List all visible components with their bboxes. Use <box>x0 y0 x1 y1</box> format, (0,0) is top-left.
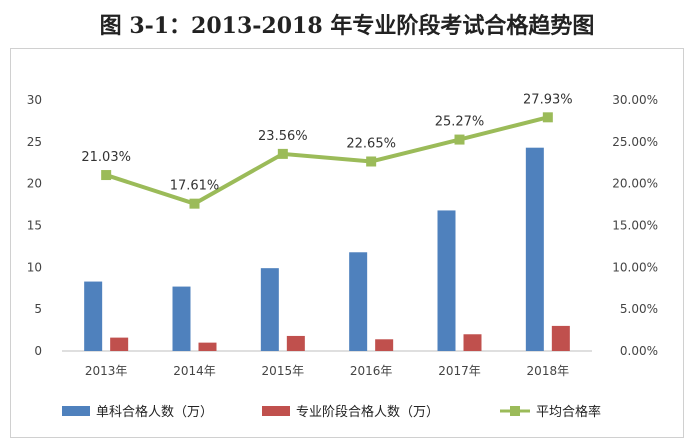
x-tick-label: 2014年 <box>173 364 216 378</box>
y-right-tick-label: 20.00% <box>612 177 658 191</box>
y-left-tick-label: 10 <box>27 260 42 274</box>
data-label: 23.56% <box>258 129 308 144</box>
line-marker <box>101 170 112 181</box>
y-left-tick-label: 20 <box>27 177 42 191</box>
y-left-tick-label: 5 <box>34 302 42 316</box>
y-right-tick-label: 30.00% <box>612 93 658 107</box>
data-label: 27.93% <box>523 92 573 107</box>
bar <box>172 286 191 351</box>
bar <box>375 339 394 351</box>
legend-swatch <box>62 406 90 416</box>
bar <box>349 252 368 351</box>
legend-swatch <box>262 406 290 416</box>
line-marker <box>454 134 465 145</box>
data-label: 21.03% <box>81 150 131 165</box>
legend-label: 专业阶段合格人数（万） <box>296 404 439 420</box>
line-marker <box>189 198 200 209</box>
legend-swatch-marker <box>510 406 520 416</box>
line-series: 21.03% 17.61% 23.56% 22.65% 25.27% 27.93% <box>81 92 573 209</box>
line-marker <box>277 148 288 159</box>
x-tick-label: 2016年 <box>350 364 393 378</box>
y-left-tick-label: 30 <box>27 93 42 107</box>
axes: 0 5 10 15 20 25 30 0.00% 5.00% 10.00% 15.00% 20.00%… <box>27 93 658 378</box>
line-marker <box>366 156 377 167</box>
bar <box>525 147 544 351</box>
bars <box>84 147 570 351</box>
y-left-tick-label: 15 <box>27 219 42 233</box>
bar <box>437 210 456 351</box>
bar <box>84 281 103 351</box>
bar <box>198 342 217 351</box>
bar <box>551 325 570 351</box>
chart-title: 图 3-1：2013-2018 年专业阶段考试合格趋势图 <box>99 13 595 39</box>
bar <box>260 268 279 351</box>
y-right-tick-label: 10.00% <box>612 260 658 274</box>
bar <box>110 337 129 351</box>
line-marker <box>542 112 553 123</box>
legend: 单科合格人数（万） 专业阶段合格人数（万） 平均合格率 <box>62 404 601 420</box>
y-right-tick-label: 5.00% <box>620 302 658 316</box>
legend-label: 单科合格人数（万） <box>96 404 213 420</box>
y-right-tick-label: 0.00% <box>620 344 658 358</box>
x-tick-label: 2015年 <box>262 364 305 378</box>
bar <box>463 334 482 351</box>
data-label: 22.65% <box>346 136 396 151</box>
chart-frame <box>10 48 684 438</box>
x-tick-label: 2013年 <box>85 364 128 378</box>
y-right-tick-label: 15.00% <box>612 219 658 233</box>
x-tick-label: 2017年 <box>438 364 481 378</box>
data-label: 17.61% <box>170 179 220 194</box>
y-left-tick-label: 25 <box>27 135 42 149</box>
y-left-tick-label: 0 <box>34 344 42 358</box>
x-tick-label: 2018年 <box>527 364 570 378</box>
line-path <box>105 115 549 206</box>
legend-label: 平均合格率 <box>536 404 601 420</box>
y-right-tick-label: 25.00% <box>612 135 658 149</box>
bar <box>286 335 305 351</box>
data-label: 25.27% <box>435 115 485 130</box>
